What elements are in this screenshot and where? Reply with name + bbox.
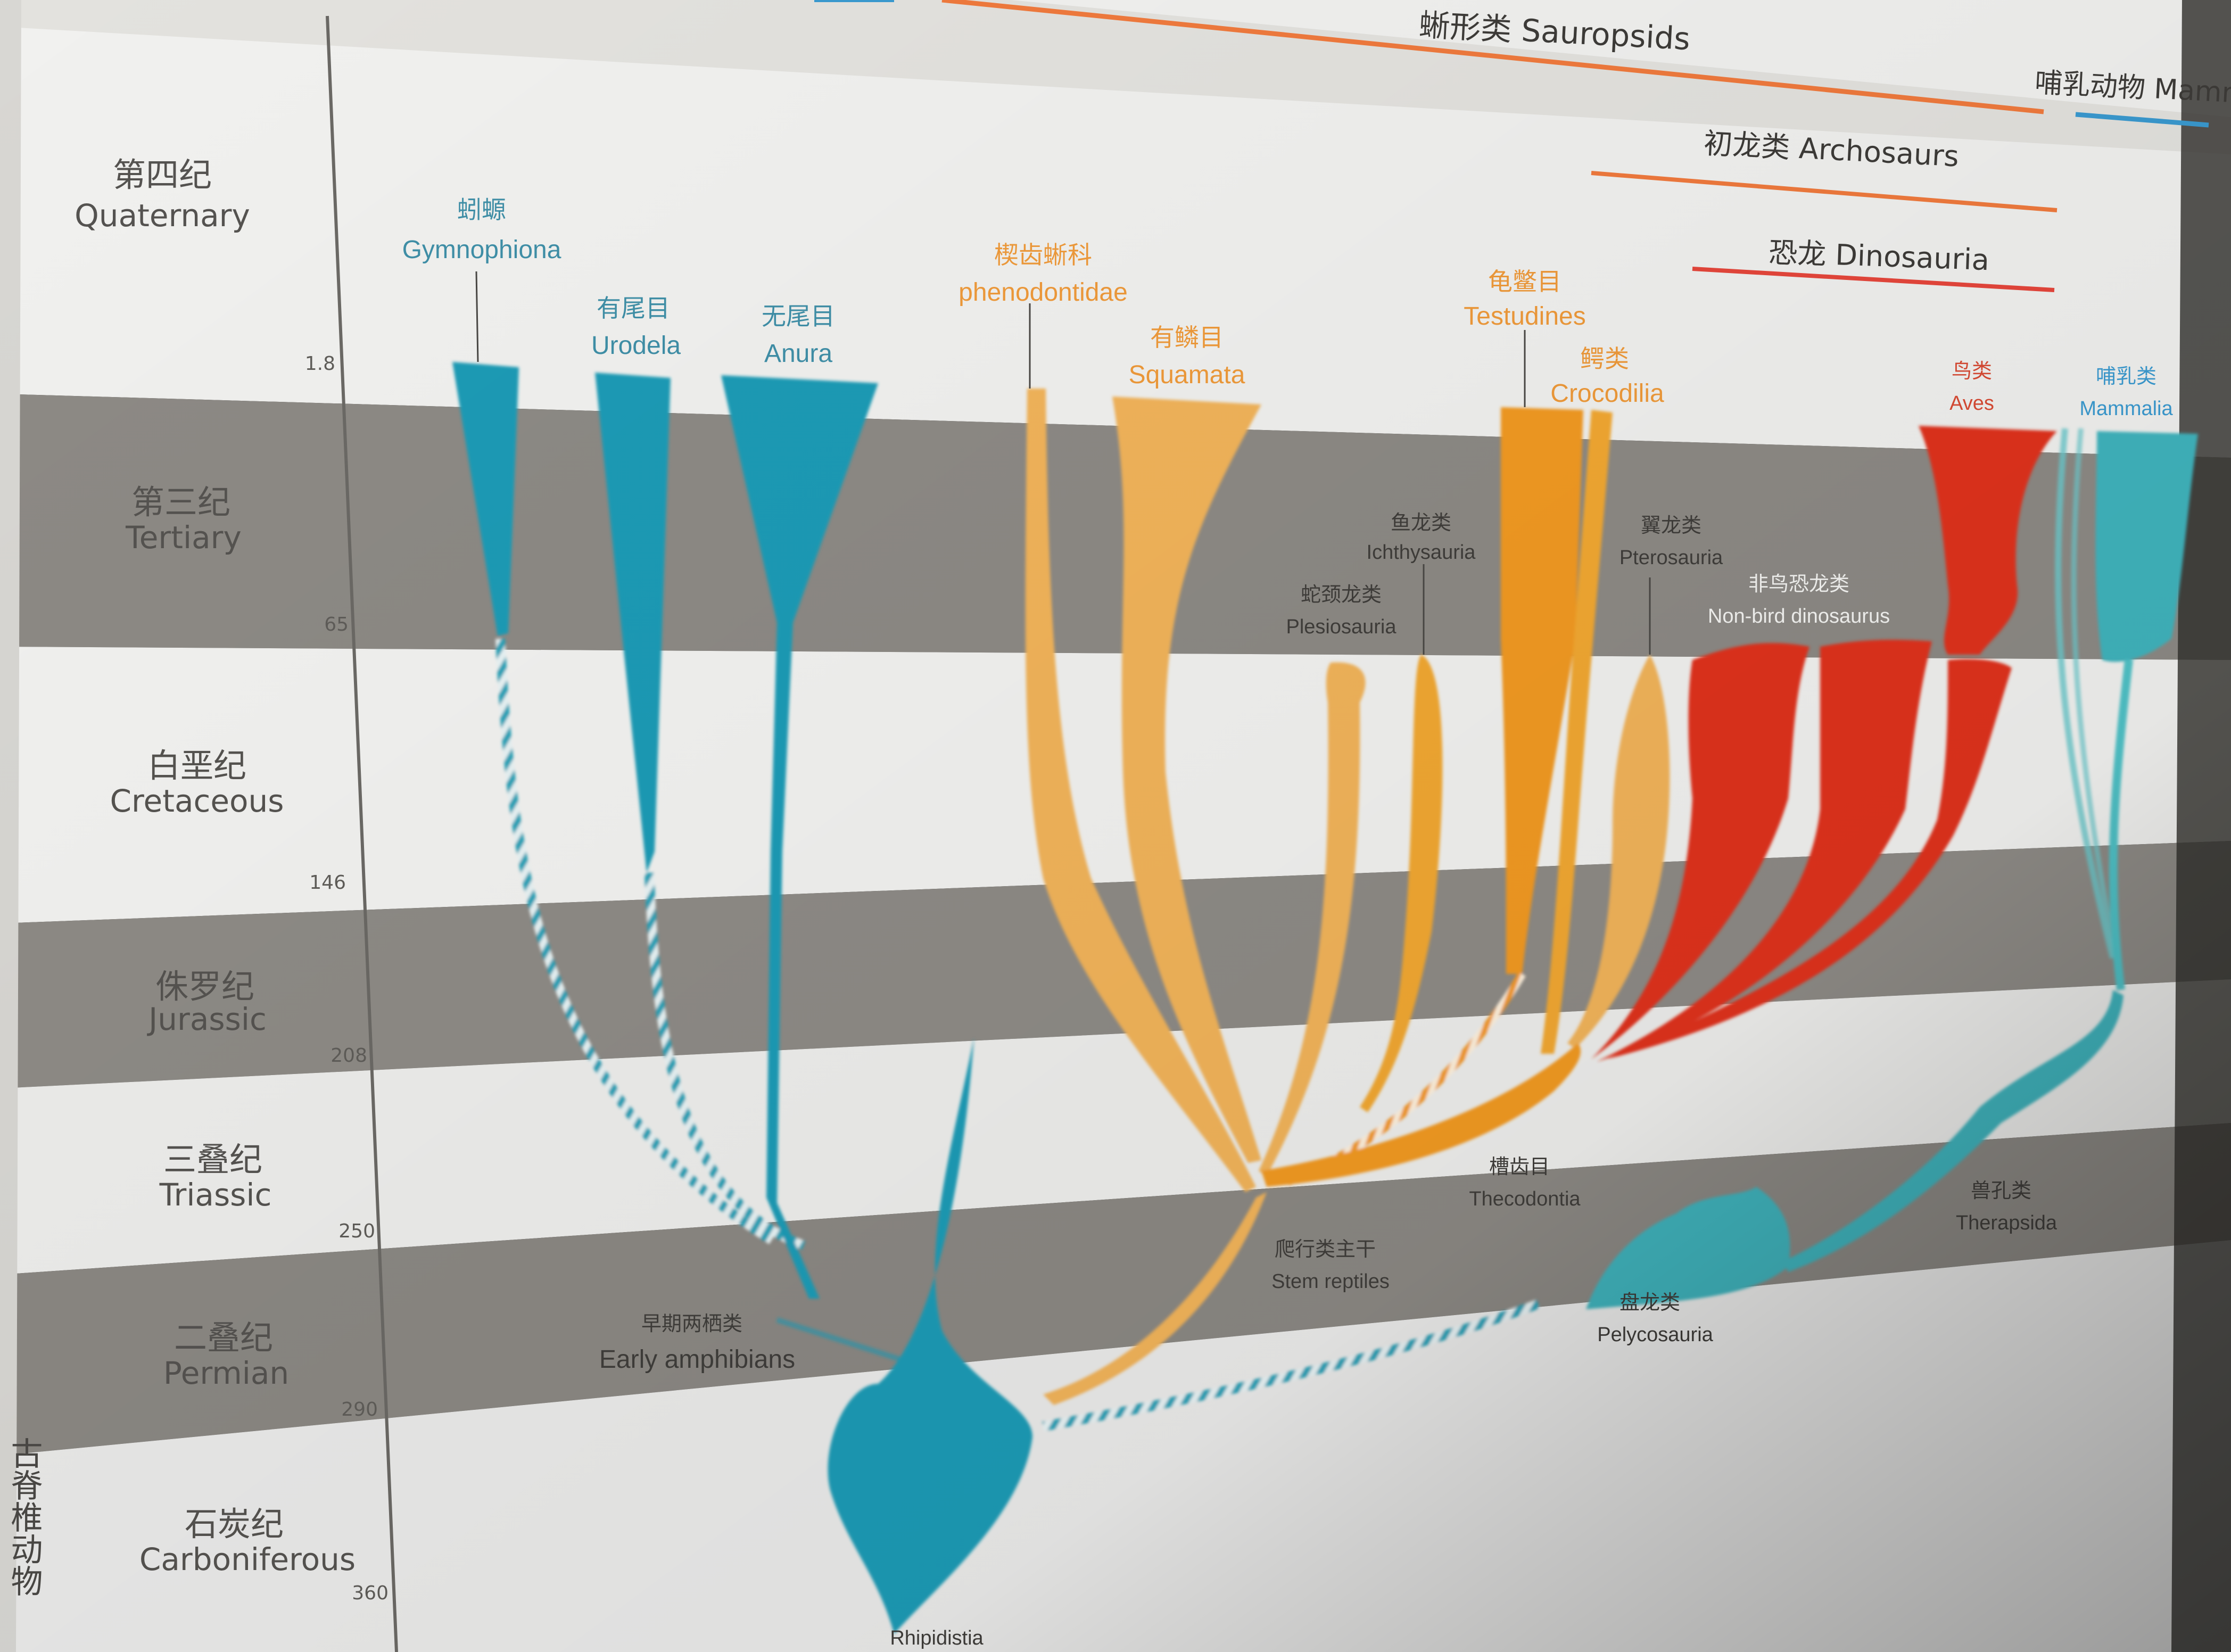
period-en: Jurassic [147, 1001, 267, 1037]
ichthyosauria-cn: 鱼龙类 [1391, 511, 1451, 534]
tick-label: 65 [324, 614, 349, 635]
tick-label: 146 [309, 872, 346, 894]
crocodilia-cn: 鳄类 [1580, 344, 1629, 373]
tick-label: 1.8 [305, 353, 335, 375]
period-cn: 白垩纪 [147, 746, 246, 785]
sphenodontidae-en: phenodontidae [958, 278, 1128, 307]
mammalia-cn: 哺乳类 [2096, 365, 2156, 388]
period-cn: 第四纪 [113, 155, 212, 194]
non-bird-dino-en: Non-bird dinosaurus [1708, 605, 1890, 627]
aves-cn: 鸟类 [1952, 359, 1992, 383]
sphenodontidae-cn: 楔齿蜥科 [994, 241, 1092, 269]
plesiosauria-cn: 蛇颈龙类 [1301, 583, 1382, 606]
pterosauria-en: Pterosauria [1619, 547, 1723, 569]
period-en: Carboniferous [139, 1541, 356, 1577]
period-cn: 二叠纪 [174, 1318, 273, 1357]
urodela-cn: 有尾目 [597, 294, 670, 323]
anura-en: Anura [764, 340, 832, 368]
tick-label: 360 [352, 1582, 389, 1604]
period-en: Permian [163, 1355, 289, 1391]
side-text: 古脊椎动物 [5, 1437, 43, 1597]
gymnophiona-en: Gymnophiona [402, 236, 561, 264]
period-en: Triassic [159, 1177, 272, 1213]
pterosauria-cn: 翼龙类 [1641, 514, 1701, 537]
ichthyosauria-en: Ichthysauria [1367, 541, 1476, 564]
urodela-en: Urodela [591, 332, 681, 360]
crocodilia-en: Crocodilia [1550, 379, 1664, 408]
stem-reptiles-cn: 爬行类主干 [1275, 1237, 1376, 1261]
period-cn: 石炭纪 [185, 1505, 284, 1543]
testudines-cn: 龟鳖目 [1488, 267, 1561, 296]
therapsida-cn: 兽孔类 [1971, 1179, 2031, 1202]
pelycosauria-cn: 盘龙类 [1619, 1291, 1680, 1314]
mammalia-en: Mammalia [2079, 398, 2173, 420]
gymnophiona-cn: 蚓螈 [457, 195, 506, 224]
plesiosauria-en: Plesiosauria [1286, 616, 1397, 638]
stem-reptiles-en: Stem reptiles [1271, 1270, 1390, 1293]
period-cn: 第三纪 [131, 483, 230, 522]
pelycosauria-en: Pelycosauria [1597, 1324, 1713, 1346]
tick-label: 208 [330, 1045, 367, 1067]
early-amphibians-cn: 早期两栖类 [641, 1312, 742, 1335]
period-cn: 三叠纪 [163, 1140, 262, 1179]
thecodontia-cn: 槽齿目 [1489, 1155, 1550, 1178]
period-en: Quaternary [75, 197, 250, 234]
squamata-en: Squamata [1129, 361, 1245, 389]
period-en: Cretaceous [110, 783, 284, 819]
period-cn: 侏罗纪 [155, 967, 254, 1006]
period-en: Tertiary [125, 519, 242, 556]
tick-label: 290 [341, 1399, 378, 1420]
squamata-cn: 有鳞目 [1150, 323, 1224, 352]
early-amphibians-en: Early amphibians [599, 1345, 795, 1374]
therapsida-en: Therapsida [1956, 1212, 2058, 1234]
rhipidistia-label: Rhipidistia [890, 1627, 984, 1649]
testudines-en: Testudines [1464, 302, 1585, 331]
tick-label: 250 [338, 1220, 375, 1242]
thecodontia-en: Thecodontia [1469, 1188, 1581, 1210]
anura-cn: 无尾目 [762, 302, 835, 331]
non-bird-dino-cn: 非鸟恐龙类 [1748, 572, 1849, 596]
aves-en: Aves [1949, 392, 1994, 415]
